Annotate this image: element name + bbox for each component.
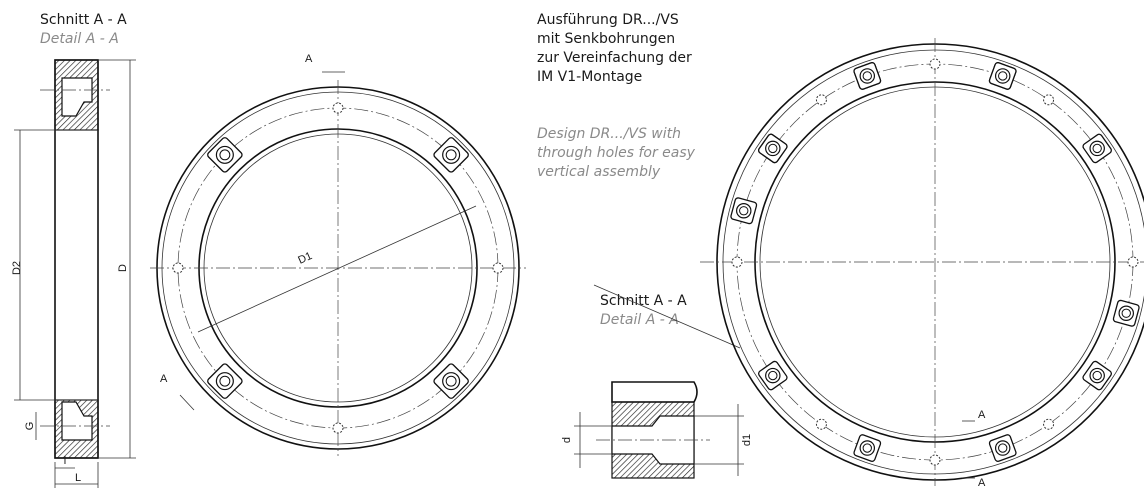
mount-pad [1082,360,1113,391]
text-line: through holes for easy [537,145,696,161]
section-profile [40,60,110,458]
dim-label: D [117,264,129,272]
mount-pad [757,360,788,391]
dim-label: d [561,437,573,443]
pin-hole [732,257,742,267]
pin-hole [1044,95,1054,105]
mount-pad [989,62,1017,90]
pin-hole [1128,257,1138,267]
section-subtitle: Detail A - A [40,31,119,47]
pin-hole [493,263,503,273]
mount-pad [433,136,470,173]
pin-hole [816,95,826,105]
ring-right [700,38,1144,486]
mount-pad [730,197,757,224]
dim-label: d1 [741,434,753,446]
text-line: zur Vereinfachung der [537,50,692,66]
pin-hole [1044,419,1054,429]
section-mark: A [978,477,986,488]
section-title: Schnitt A - A [40,12,127,28]
pin-hole [173,263,183,273]
mount-pad [206,136,243,173]
section-subtitle: Detail A - A [600,312,679,328]
mount-pad [1113,300,1140,327]
pin-hole [816,419,826,429]
pin-hole [930,455,940,465]
drawing: Schnitt A - A Detail A - A D2 D G l L [0,0,1144,488]
mount-pad [757,133,788,164]
text-line: vertical assembly [537,164,661,180]
ring-left [150,72,526,456]
description: Ausführung DR.../VS mit Senkbohrungen zu… [537,12,696,180]
text-line: Ausführung DR.../VS [537,12,679,28]
detail-profile [574,382,744,478]
mount-pad [1082,133,1113,164]
dim-label: G [24,422,36,431]
section-mark: A [305,53,313,65]
pin-hole [930,59,940,69]
text-line: Design DR.../VS with [537,126,681,142]
pin-hole [333,423,343,433]
text-line: mit Senkbohrungen [537,31,675,47]
mount-pad [853,62,881,90]
mount-pad [433,363,470,400]
pin-hole [333,103,343,113]
dim-label: l [64,455,66,467]
text-line: IM V1-Montage [537,69,642,85]
dim-label: L [75,472,81,484]
dim-label: D2 [11,261,23,275]
section-mark: A [978,409,986,421]
mount-pad [853,434,881,462]
dim-label: D1 [296,250,314,267]
section-mark: A [160,373,168,385]
mount-pad [206,363,243,400]
mount-pad [989,434,1017,462]
